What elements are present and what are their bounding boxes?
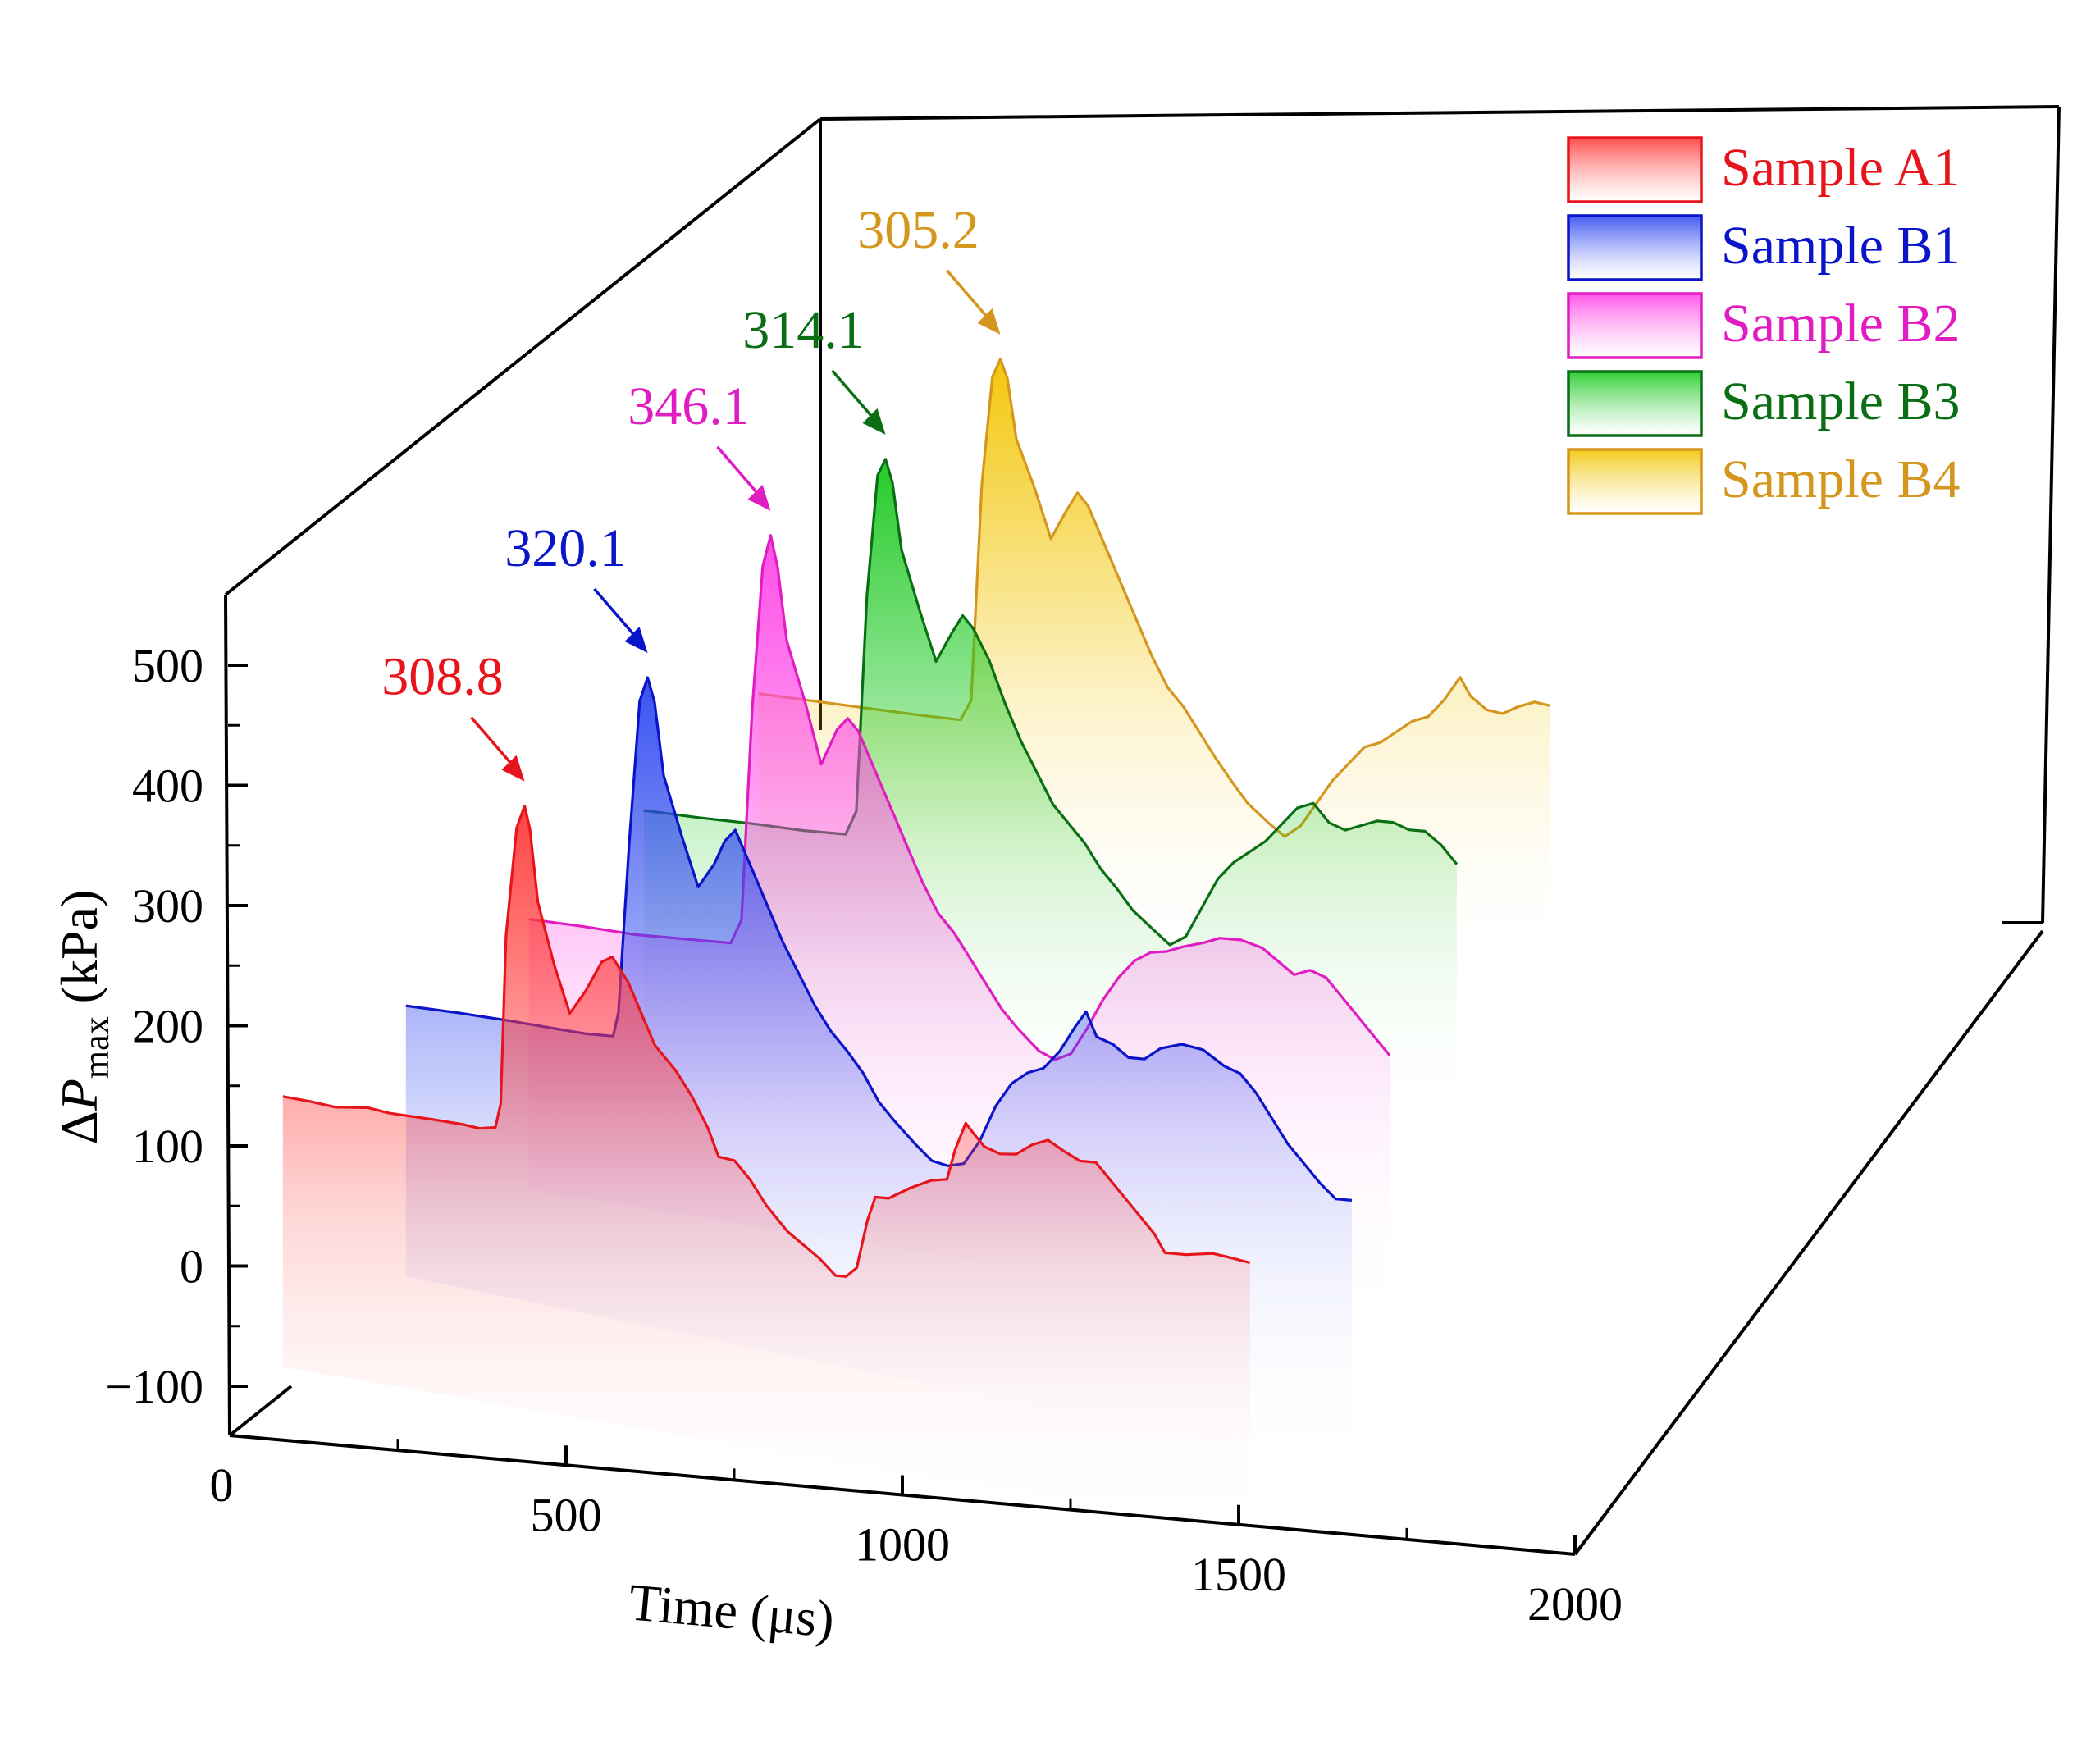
peak-arrowhead bbox=[862, 408, 886, 435]
y-axis-title: ΔPmax (kPa) bbox=[50, 890, 116, 1145]
peak-annotations: 305.2 314.1 346.1 320.1 308.8 bbox=[381, 200, 1001, 782]
peak-label: 305.2 bbox=[857, 200, 979, 260]
axis-frame bbox=[224, 105, 2061, 1556]
left-bottom-diagonal bbox=[228, 1385, 293, 1437]
y-axis-title-var: P bbox=[50, 1079, 108, 1111]
legend-item: Sample B4 bbox=[1567, 448, 1961, 515]
y-axis-title-delta: Δ bbox=[50, 1111, 108, 1144]
x-tick-label: 1000 bbox=[855, 1518, 950, 1572]
series-line bbox=[282, 805, 1251, 1278]
x-axis-title: Time (μs) bbox=[627, 1572, 837, 1649]
x-tick-label: 1500 bbox=[1191, 1548, 1286, 1601]
back-right-edge bbox=[2041, 106, 2061, 924]
legend-item: Sample B2 bbox=[1567, 292, 1961, 359]
legend-swatch bbox=[1567, 214, 1703, 281]
series-line bbox=[405, 676, 1353, 1202]
legend-item: Sample B1 bbox=[1567, 214, 1961, 281]
back-top-edge bbox=[819, 105, 2060, 121]
legend-item: Sample A1 bbox=[1567, 136, 1961, 203]
series-sample-a1 bbox=[282, 805, 1251, 1534]
y-tick-label: 300 bbox=[132, 879, 203, 933]
legend-label: Sample A1 bbox=[1721, 138, 1961, 198]
peak-label: 346.1 bbox=[628, 376, 750, 436]
legend-label: Sample B2 bbox=[1721, 294, 1961, 354]
peak-arrowhead bbox=[977, 308, 1001, 335]
y-tick-label: 500 bbox=[132, 639, 203, 692]
y-tick-label: 0 bbox=[180, 1240, 203, 1294]
legend-item: Sample B3 bbox=[1567, 370, 1961, 437]
series-line bbox=[643, 458, 1459, 947]
series-line bbox=[528, 534, 1391, 1061]
x-tick-label: 500 bbox=[531, 1488, 602, 1541]
legend-label: Sample B4 bbox=[1721, 449, 1961, 509]
series-line bbox=[758, 358, 1551, 838]
series-area bbox=[282, 805, 1250, 1534]
peak-label: 320.1 bbox=[504, 518, 627, 578]
y-tick-label: 100 bbox=[132, 1120, 203, 1173]
peak-arrowhead bbox=[747, 484, 771, 511]
series-layer bbox=[282, 358, 1551, 1534]
y-axis-title-unit: (kPa) bbox=[50, 890, 108, 1017]
x-tick-label: 2000 bbox=[1527, 1577, 1623, 1631]
x-axis: 0 500 1000 1500 2000 bbox=[210, 1416, 1623, 1631]
y-axis-line bbox=[224, 594, 231, 1436]
legend-swatch bbox=[1567, 448, 1703, 515]
peak-label: 314.1 bbox=[742, 300, 865, 360]
peak-arrowhead bbox=[624, 627, 648, 654]
y-axis-title-sub: max bbox=[76, 1016, 116, 1079]
legend-label: Sample B3 bbox=[1721, 372, 1961, 431]
legend-swatch bbox=[1567, 136, 1703, 203]
peak-label: 308.8 bbox=[381, 647, 504, 707]
right-bottom-diagonal bbox=[1573, 929, 2044, 1556]
legend-swatch bbox=[1567, 370, 1703, 437]
left-top-diagonal bbox=[224, 117, 822, 596]
legend: Sample A1 Sample B1 Sample B2 Sample B3 Samp… bbox=[1567, 136, 1961, 515]
y-axis: −100 0 100 200 300 400 500 bbox=[105, 594, 248, 1436]
y-tick-label: 200 bbox=[132, 1000, 203, 1053]
peak-arrowhead bbox=[501, 755, 525, 782]
legend-swatch bbox=[1567, 292, 1703, 359]
x-tick-label: 0 bbox=[210, 1458, 234, 1512]
y-tick-label: −100 bbox=[105, 1360, 203, 1413]
legend-label: Sample B1 bbox=[1721, 216, 1961, 276]
y-tick-label: 400 bbox=[132, 760, 203, 813]
